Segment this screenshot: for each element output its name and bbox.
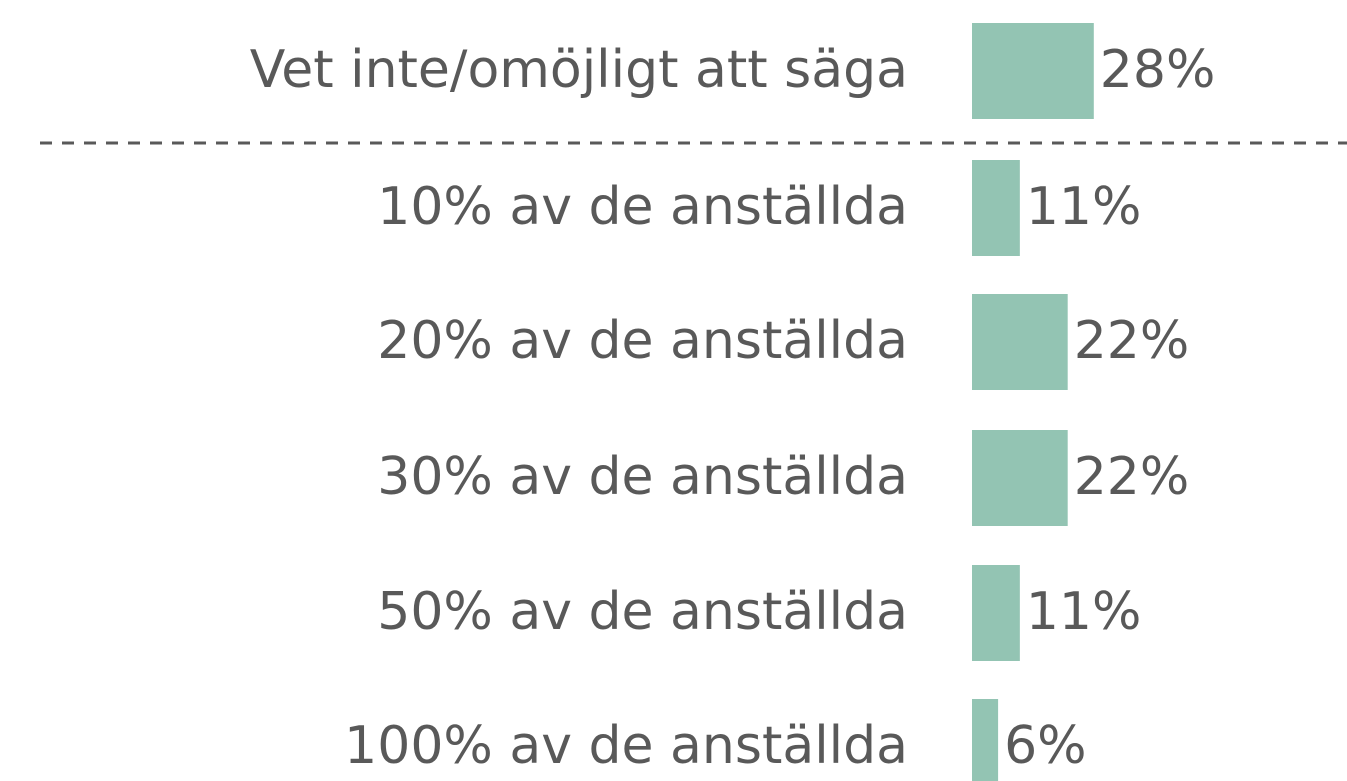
category-label: 20% av de anställda	[377, 311, 908, 371]
value-label: 22%	[1074, 447, 1190, 507]
value-label: 28%	[1100, 40, 1216, 100]
category-label: Vet inte/omöjligt att säga	[250, 40, 908, 100]
value-label: 11%	[1026, 177, 1142, 237]
category-label: 50% av de anställda	[377, 582, 908, 642]
bar	[972, 160, 1020, 256]
value-label: 6%	[1004, 716, 1087, 776]
value-label: 11%	[1026, 582, 1142, 642]
bar	[972, 294, 1068, 390]
value-label: 22%	[1074, 311, 1190, 371]
category-label: 100% av de anställda	[344, 716, 908, 776]
bar	[972, 699, 999, 781]
bar	[972, 430, 1068, 526]
bar	[972, 565, 1020, 661]
category-label: 10% av de anställda	[377, 177, 908, 237]
bar	[972, 23, 1094, 119]
category-label: 30% av de anställda	[377, 447, 908, 507]
